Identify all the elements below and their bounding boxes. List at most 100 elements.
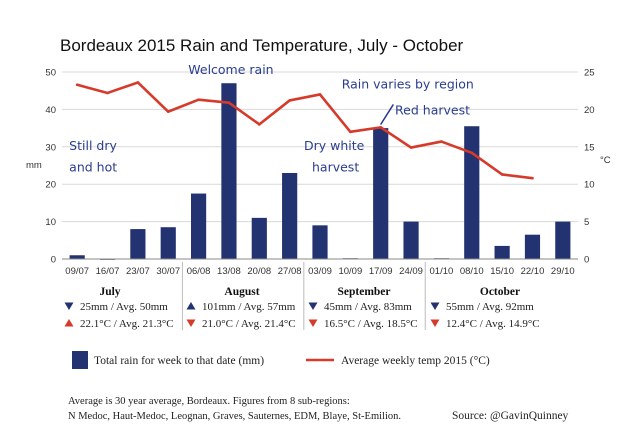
legend-label-temp: Average weekly temp 2015 (°C): [341, 355, 490, 367]
y2-tick-label: 20: [584, 105, 595, 116]
rain-bar: [494, 245, 510, 259]
temp-point: [136, 81, 140, 84]
annotations: Still dry and hot Welcome rain Rain varies …: [69, 62, 474, 174]
temp-series-line: [76, 81, 533, 180]
y-tick-label: 0: [51, 255, 56, 266]
rain-bar: [555, 221, 571, 259]
triangle-down-icon: [186, 319, 196, 327]
temp-point: [379, 126, 383, 129]
x-axis: 09/07 16/07 23/07 30/07 06/08 13/08 20/08 27/08…: [65, 266, 574, 277]
triangle-down-icon: [308, 302, 318, 310]
temp-point: [531, 176, 534, 180]
rain-bar: [464, 126, 480, 259]
temp-point: [106, 91, 109, 95]
legend: Total rain for week to that date (mm) Ave…: [72, 351, 490, 369]
y-axis-left: 0 10 20 30 40 50: [45, 68, 56, 266]
triangle-up-icon: [64, 319, 74, 327]
x-tick-label: 06/08: [187, 266, 211, 277]
annotation-text: harvest: [312, 159, 359, 174]
temp-stat: 12.4°C / Avg. 14.9°C: [446, 318, 540, 330]
triangle-down-icon: [308, 319, 318, 327]
month-block-july: July 25mm / Avg. 50mm 22.1°C / Avg. 21.3°C: [64, 286, 174, 330]
y-tick-label: 30: [45, 142, 56, 153]
y2-tick-label: 10: [584, 180, 595, 191]
annotation-text: Rain varies by region: [342, 76, 474, 91]
legend-label-rain: Total rain for week to that date (mm): [94, 355, 264, 367]
triangle-up-icon: [186, 302, 196, 310]
y-tick-label: 10: [45, 217, 56, 228]
x-tick-label: 10/09: [338, 266, 362, 277]
temp-point: [349, 130, 352, 134]
footnote-line-2: N Medoc, Haut-Medoc, Leognan, Graves, Sa…: [68, 411, 401, 422]
annotation-text: and hot: [69, 159, 117, 174]
triangle-down-icon: [430, 319, 440, 327]
y-tick-label: 50: [45, 68, 56, 79]
x-tick-label: 01/10: [430, 266, 454, 277]
annotation-text: Red harvest: [395, 103, 470, 118]
rain-stat: 45mm / Avg. 83mm: [324, 301, 412, 313]
rain-bar: [373, 128, 389, 259]
month-name: July: [99, 286, 120, 298]
temp-stat: 22.1°C / Avg. 21.3°C: [80, 318, 174, 330]
triangle-down-icon: [64, 302, 74, 310]
chart-title: Bordeaux 2015 Rain and Temperature, July…: [60, 36, 464, 55]
footnote-line-1: Average is 30 year average, Bordeaux. Fi…: [68, 396, 350, 407]
rain-bar: [524, 234, 541, 259]
temp-point: [257, 123, 261, 126]
temp-point: [470, 151, 474, 155]
x-tick-label: 13/08: [217, 266, 241, 277]
source-credit: Source: @GavinQuinney: [452, 410, 569, 422]
month-block-september: September 45mm / Avg. 83mm 16.5°C / Avg. 1…: [308, 286, 418, 330]
rain-bar: [403, 221, 419, 259]
x-tick-label: 20/08: [247, 266, 271, 277]
annotation-pointer: [380, 104, 394, 125]
rain-stat: 55mm / Avg. 92mm: [446, 301, 534, 313]
rain-bar: [130, 229, 146, 259]
rain-bar: [221, 83, 237, 259]
x-tick-label: 30/07: [156, 266, 180, 277]
x-tick-label: 23/07: [126, 266, 150, 277]
temp-point: [197, 98, 200, 101]
temp-point: [75, 83, 79, 87]
x-tick-label: 08/10: [460, 266, 484, 277]
rain-bar: [160, 227, 176, 259]
y-tick-label: 40: [45, 105, 56, 116]
rain-stat: 101mm / Avg. 57mm: [202, 301, 296, 313]
x-tick-label: 16/07: [96, 266, 120, 277]
temp-stat: 16.5°C / Avg. 18.5°C: [324, 318, 418, 330]
month-name: September: [337, 286, 390, 298]
annotation-text: Dry white: [304, 138, 365, 153]
annotation-text: Welcome rain: [188, 62, 273, 77]
y-axis-right: 0 5 10 15 20 25: [584, 68, 595, 266]
x-tick-label: 15/10: [490, 266, 514, 277]
temp-point: [227, 101, 231, 104]
y2-axis-label: °C: [600, 155, 611, 166]
rain-bar: [282, 172, 298, 259]
x-tick-label: 17/09: [369, 266, 393, 277]
temp-stat: 21.0°C / Avg. 21.4°C: [202, 318, 296, 330]
rain-bars: [62, 83, 578, 260]
triangle-down-icon: [430, 302, 440, 310]
x-tick-label: 22/10: [521, 266, 545, 277]
month-name: August: [224, 286, 259, 298]
x-tick-label: 03/09: [308, 266, 332, 277]
temp-point: [500, 173, 504, 176]
month-name: October: [480, 286, 520, 298]
temp-point: [166, 110, 170, 113]
temp-point: [288, 99, 291, 102]
month-block-october: October 55mm / Avg. 92mm 12.4°C / Avg. 14.…: [430, 286, 540, 330]
rain-bar: [191, 193, 207, 259]
legend-swatch-rain: [72, 351, 88, 369]
month-block-august: August 101mm / Avg. 57mm 21.0°C / Avg. 21.…: [186, 286, 296, 330]
rain-bar: [312, 225, 328, 259]
y2-tick-label: 0: [584, 255, 589, 266]
y2-tick-label: 15: [584, 142, 595, 153]
x-tick-label: 29/10: [551, 266, 575, 277]
x-tick-label: 09/07: [65, 266, 89, 277]
temp-point: [440, 140, 443, 143]
temperature-line: [75, 81, 534, 180]
temp-point: [318, 93, 322, 96]
monthly-summary: July 25mm / Avg. 50mm 22.1°C / Avg. 21.3°C…: [64, 286, 540, 330]
y2-tick-label: 5: [584, 217, 589, 228]
